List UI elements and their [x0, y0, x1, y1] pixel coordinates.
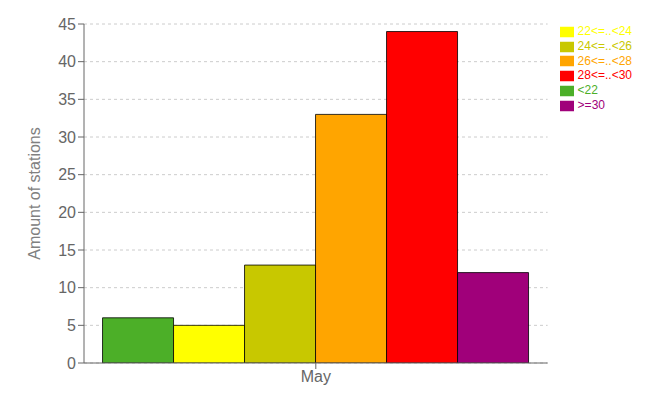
html-text:28<=..<30: 28<=..<30 — [577, 68, 632, 83]
html-text:26<=..<28: 26<=..<28 — [577, 53, 632, 68]
svg-text:15: 15 — [58, 242, 76, 259]
svg-text:40: 40 — [58, 53, 76, 70]
html-text:<22: <22 — [577, 83, 598, 98]
svg-text:20: 20 — [58, 204, 76, 221]
svg-text:30: 30 — [58, 129, 76, 146]
svg-text:10: 10 — [58, 279, 76, 296]
html-text:>=30: >=30 — [577, 98, 605, 113]
svg-text:25: 25 — [58, 166, 76, 183]
svg-text:35: 35 — [58, 91, 76, 108]
html-text:22<=..<24: 22<=..<24 — [577, 24, 632, 38]
svg-text:5: 5 — [67, 317, 76, 334]
svg-text:0: 0 — [67, 355, 76, 372]
html-text:24<=..<26: 24<=..<26 — [577, 38, 632, 53]
svg-text:45: 45 — [58, 16, 76, 33]
svg-text:May: May — [301, 368, 331, 385]
svg-text:Amount of stations: Amount of stations — [26, 127, 43, 260]
